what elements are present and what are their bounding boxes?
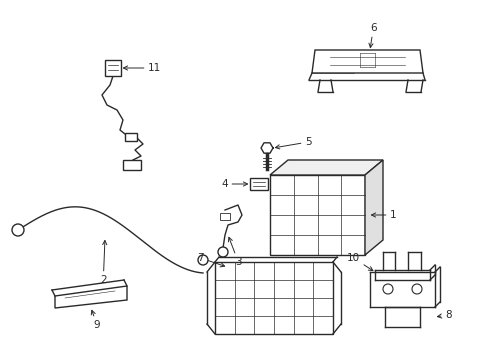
Text: 5: 5 bbox=[275, 137, 311, 149]
Text: 3: 3 bbox=[228, 237, 241, 267]
Text: 6: 6 bbox=[368, 23, 376, 48]
Text: 9: 9 bbox=[91, 310, 100, 330]
Circle shape bbox=[382, 284, 392, 294]
Bar bbox=[215, 262, 332, 334]
Polygon shape bbox=[364, 160, 382, 255]
Polygon shape bbox=[311, 50, 422, 73]
Text: 4: 4 bbox=[221, 179, 247, 189]
Text: 1: 1 bbox=[371, 210, 396, 220]
Circle shape bbox=[12, 224, 24, 236]
Polygon shape bbox=[269, 160, 382, 175]
Bar bbox=[220, 213, 229, 220]
Circle shape bbox=[218, 247, 227, 257]
Text: 10: 10 bbox=[346, 253, 372, 271]
Text: 2: 2 bbox=[100, 240, 106, 285]
Bar bbox=[105, 60, 121, 76]
Bar bbox=[249, 178, 267, 190]
Text: 7: 7 bbox=[197, 253, 224, 267]
Text: 11: 11 bbox=[123, 63, 161, 73]
Bar bbox=[123, 160, 141, 170]
Text: 8: 8 bbox=[437, 310, 451, 320]
Circle shape bbox=[198, 255, 207, 265]
Bar bbox=[269, 175, 364, 255]
Bar bbox=[125, 133, 137, 141]
Polygon shape bbox=[55, 286, 127, 308]
Circle shape bbox=[411, 284, 421, 294]
